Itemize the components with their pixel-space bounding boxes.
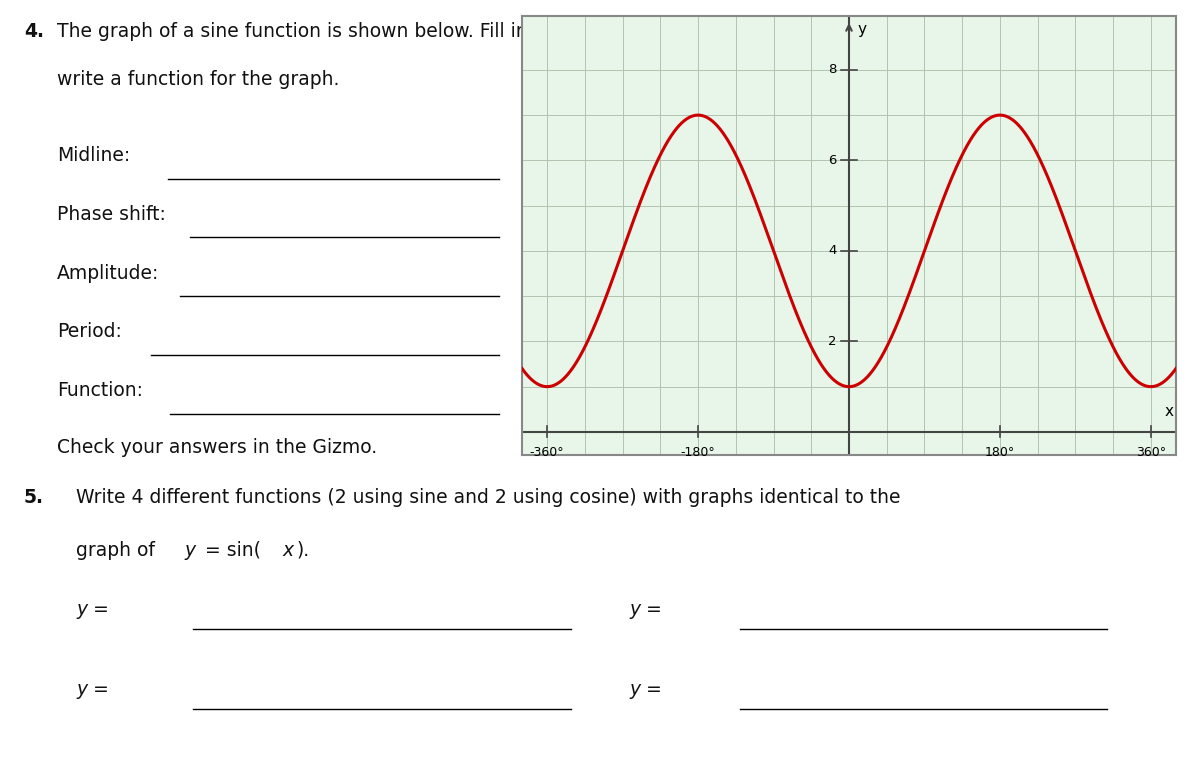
- Text: ).: ).: [296, 541, 310, 559]
- Text: -360°: -360°: [530, 447, 564, 459]
- Text: y: y: [185, 541, 196, 559]
- Text: 360°: 360°: [1135, 447, 1166, 459]
- Text: y: y: [857, 23, 866, 37]
- Text: graph of: graph of: [77, 541, 161, 559]
- Text: y =: y =: [629, 600, 662, 618]
- Text: x: x: [282, 541, 294, 559]
- Text: 4.: 4.: [24, 22, 44, 41]
- Text: The graph of a sine function is shown below. Fill in the blanks below about the : The graph of a sine function is shown be…: [56, 22, 910, 41]
- Text: Period:: Period:: [56, 322, 121, 341]
- Text: 5.: 5.: [24, 488, 44, 507]
- Text: 4: 4: [828, 245, 836, 257]
- Text: Midline:: Midline:: [56, 146, 130, 165]
- Text: Phase shift:: Phase shift:: [56, 205, 166, 224]
- Text: write a function for the graph.: write a function for the graph.: [56, 70, 340, 89]
- Text: -180°: -180°: [680, 447, 715, 459]
- Text: 180°: 180°: [985, 447, 1015, 459]
- Text: Check your answers in the Gizmo.: Check your answers in the Gizmo.: [56, 437, 377, 457]
- Text: 6: 6: [828, 154, 836, 167]
- Text: = sin(: = sin(: [199, 541, 260, 559]
- Text: 2: 2: [828, 335, 836, 348]
- Text: Write 4 different functions (2 using sine and 2 using cosine) with graphs identi: Write 4 different functions (2 using sin…: [77, 488, 901, 507]
- Text: y =: y =: [77, 600, 109, 618]
- Text: x: x: [1164, 404, 1174, 420]
- Text: Function:: Function:: [56, 381, 143, 400]
- Text: y =: y =: [77, 680, 109, 699]
- Text: y =: y =: [629, 680, 662, 699]
- Text: Amplitude:: Amplitude:: [56, 263, 160, 283]
- Text: 8: 8: [828, 64, 836, 76]
